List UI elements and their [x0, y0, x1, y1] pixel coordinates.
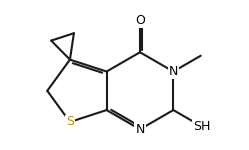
Text: S: S	[66, 116, 74, 129]
Text: O: O	[135, 14, 145, 27]
Text: N: N	[135, 123, 145, 136]
Text: SH: SH	[193, 120, 210, 133]
Text: N: N	[169, 65, 178, 78]
